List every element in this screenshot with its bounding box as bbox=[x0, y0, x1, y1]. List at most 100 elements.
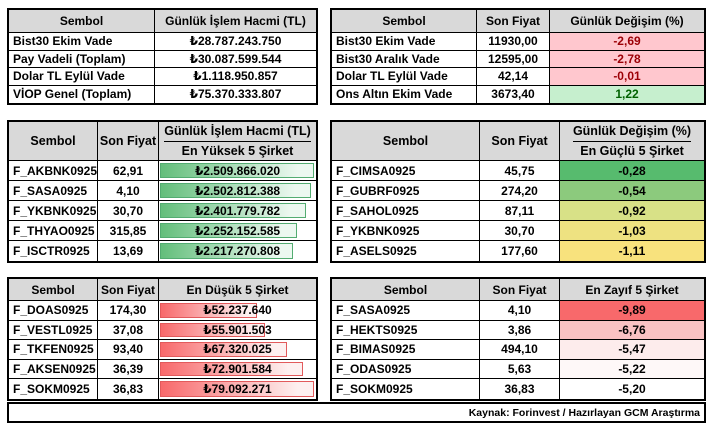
table-header: Sembol Son Fiyat En Düşük 5 Şirket bbox=[9, 279, 316, 301]
volume-bar-cell: ₺2.217.270.808 bbox=[159, 241, 316, 261]
weakest-table: Sembol Son Fiyat En Zayıf 5 Şirket F_SAS… bbox=[330, 277, 706, 401]
volume-value: ₺72.901.584 bbox=[203, 361, 272, 376]
price-cell: 87,11 bbox=[480, 201, 560, 220]
volume-bar-cell: ₺55.901.503 bbox=[159, 321, 316, 340]
symbol-cell: F_THYAO0925 bbox=[9, 221, 98, 240]
price-cell: 37,08 bbox=[98, 320, 159, 339]
volume-bar-cell: ₺52.237.640 bbox=[159, 301, 316, 320]
volume-bar-cell: ₺2.509.866.020 bbox=[159, 161, 316, 180]
price-cell: 4,10 bbox=[98, 181, 159, 200]
green-data-bar bbox=[160, 183, 311, 198]
table-row: F_YKBNK0925 30,70 -1,03 bbox=[332, 221, 704, 241]
table-row: F_DOAS0925 174,30 ₺52.237.640 bbox=[9, 301, 316, 321]
green-data-bar bbox=[160, 163, 314, 178]
change-cell: -5,20 bbox=[560, 379, 704, 399]
table-row: F_SOKM0925 36,83 -5,20 bbox=[332, 379, 704, 399]
table-row: F_ISCTR0925 13,69 ₺2.217.270.808 bbox=[9, 241, 316, 261]
symbol-cell: F_DOAS0925 bbox=[9, 301, 98, 320]
table-row: Bist30 Ekim Vade 11930,00 -2,69 bbox=[332, 33, 704, 51]
volume-cell: ₺30.087.599.544 bbox=[189, 51, 282, 66]
source-note: Kaynak: Forinvest / Hazırlayan GCM Araşt… bbox=[7, 402, 706, 423]
table-row: F_GUBRF0925 274,20 -0,54 bbox=[332, 181, 704, 201]
change-cell: -2,78 bbox=[550, 50, 704, 67]
price-cell: 62,91 bbox=[98, 161, 159, 180]
table-header: Sembol Son Fiyat Günlük İşlem Hacmi (TL)… bbox=[9, 122, 316, 161]
symbol-cell: F_ISCTR0925 bbox=[9, 241, 98, 261]
price-cell: 494,10 bbox=[480, 340, 560, 359]
table-row: F_YKBNK0925 30,70 ₺2.401.779.782 bbox=[9, 201, 316, 221]
change-cell: -0,28 bbox=[560, 161, 704, 180]
green-data-bar bbox=[160, 243, 294, 259]
price-column-header: Son Fiyat bbox=[480, 122, 560, 160]
change-cell: -9,89 bbox=[560, 301, 704, 320]
table-row: F_AKBNK0925 62,91 ₺2.509.866.020 bbox=[9, 161, 316, 181]
volume-value: ₺2.509.866.020 bbox=[194, 163, 281, 178]
volume-cell: ₺75.370.333.807 bbox=[189, 87, 282, 102]
table-row: F_SOKM0925 36,83 ₺79.092.271 bbox=[9, 379, 316, 399]
symbol-cell: F_HEKTS0925 bbox=[332, 320, 480, 339]
volume-value: ₺2.252.152.585 bbox=[194, 223, 281, 238]
symbol-cell: F_ASELS0925 bbox=[332, 241, 480, 261]
volume-value: ₺79.092.271 bbox=[203, 381, 272, 396]
price-cell: 177,60 bbox=[480, 241, 560, 261]
price-cell: 30,70 bbox=[480, 221, 560, 240]
red-data-bar bbox=[160, 361, 303, 376]
red-data-bar bbox=[160, 303, 258, 318]
volume-value: ₺52.237.640 bbox=[203, 303, 272, 318]
volume-value: ₺2.217.270.808 bbox=[194, 244, 281, 258]
table-row: Bist30 Aralık Vade 12595,00 -2,78 bbox=[332, 50, 704, 68]
symbol-column-header: Sembol bbox=[9, 279, 98, 300]
table-row: F_SASA0925 4,10 -9,89 bbox=[332, 301, 704, 321]
table-header: Sembol Son Fiyat Günlük Değişim (%) En G… bbox=[332, 122, 704, 161]
lowest-volume-table: Sembol Son Fiyat En Düşük 5 Şirket F_DOA… bbox=[7, 277, 318, 401]
change-cell: -6,76 bbox=[560, 320, 704, 339]
price-cell: 5,63 bbox=[480, 359, 560, 378]
green-data-bar bbox=[160, 203, 306, 218]
symbol-cell: F_ODAS0925 bbox=[332, 359, 480, 378]
price-column-header: Son Fiyat bbox=[98, 279, 159, 300]
price-cell: 36,83 bbox=[98, 379, 159, 399]
table-row: F_CIMSA0925 45,75 -0,28 bbox=[332, 161, 704, 181]
symbol-cell: Bist30 Aralık Vade bbox=[332, 50, 477, 67]
symbol-cell: VİOP Genel (Toplam) bbox=[9, 85, 155, 103]
symbol-column-header: Sembol bbox=[332, 10, 477, 32]
volume-bar-cell: ₺2.502.812.388 bbox=[159, 181, 316, 200]
group-header-subtitle: En Zayıf 5 Şirket bbox=[560, 279, 704, 300]
change-cell: -0,92 bbox=[560, 201, 704, 220]
symbol-cell: F_YKBNK0925 bbox=[9, 201, 98, 220]
table-row: F_SAHOL0925 87,11 -0,92 bbox=[332, 201, 704, 221]
green-data-bar bbox=[160, 223, 297, 238]
symbol-cell: F_SASA0925 bbox=[9, 181, 98, 200]
group-column-header: Günlük Değişim (%) En Güçlü 5 Şirket bbox=[560, 122, 704, 160]
symbol-cell: F_AKBNK0925 bbox=[9, 161, 98, 180]
price-cell: 315,85 bbox=[98, 221, 159, 240]
price-column-header: Son Fiyat bbox=[477, 10, 550, 32]
group-column-header: Günlük İşlem Hacmi (TL) En Yüksek 5 Şirk… bbox=[159, 122, 316, 160]
price-cell: 174,30 bbox=[98, 301, 159, 320]
group-header-title: Günlük İşlem Hacmi (TL) bbox=[164, 122, 311, 142]
change-cell: -1,03 bbox=[560, 221, 704, 240]
group-header-subtitle: En Düşük 5 Şirket bbox=[159, 279, 316, 300]
volume-cell: ₺1.118.950.857 bbox=[193, 69, 278, 84]
symbol-column-header: Sembol bbox=[332, 122, 480, 160]
symbol-cell: F_CIMSA0925 bbox=[332, 161, 480, 180]
price-cell: 12595,00 bbox=[477, 50, 550, 67]
table-row: Pay Vadeli (Toplam) ₺30.087.599.544 bbox=[9, 50, 316, 68]
group-header-title: Günlük Değişim (%) bbox=[572, 122, 692, 142]
symbol-column-header: Sembol bbox=[9, 10, 155, 32]
price-cell: 274,20 bbox=[480, 181, 560, 200]
change-cell: -2,69 bbox=[550, 33, 704, 50]
strongest-table: Sembol Son Fiyat Günlük Değişim (%) En G… bbox=[330, 120, 706, 263]
red-data-bar bbox=[160, 381, 314, 397]
volume-value: ₺2.401.779.782 bbox=[194, 203, 281, 218]
table-row: Dolar TL Eylül Vade ₺1.118.950.857 bbox=[9, 68, 316, 86]
red-data-bar bbox=[160, 322, 266, 337]
price-column-header: Son Fiyat bbox=[480, 279, 560, 300]
price-change-summary-table: Sembol Son Fiyat Günlük Değişim (%) Bist… bbox=[330, 8, 706, 105]
change-cell: -0,01 bbox=[550, 68, 704, 85]
price-cell: 30,70 bbox=[98, 201, 159, 220]
group-header-subtitle: En Güçlü 5 Şirket bbox=[580, 143, 684, 158]
symbol-cell: F_BIMAS0925 bbox=[332, 340, 480, 359]
symbol-cell: F_SOKM0925 bbox=[9, 379, 98, 399]
top-volume-table: Sembol Son Fiyat Günlük İşlem Hacmi (TL)… bbox=[7, 120, 318, 263]
